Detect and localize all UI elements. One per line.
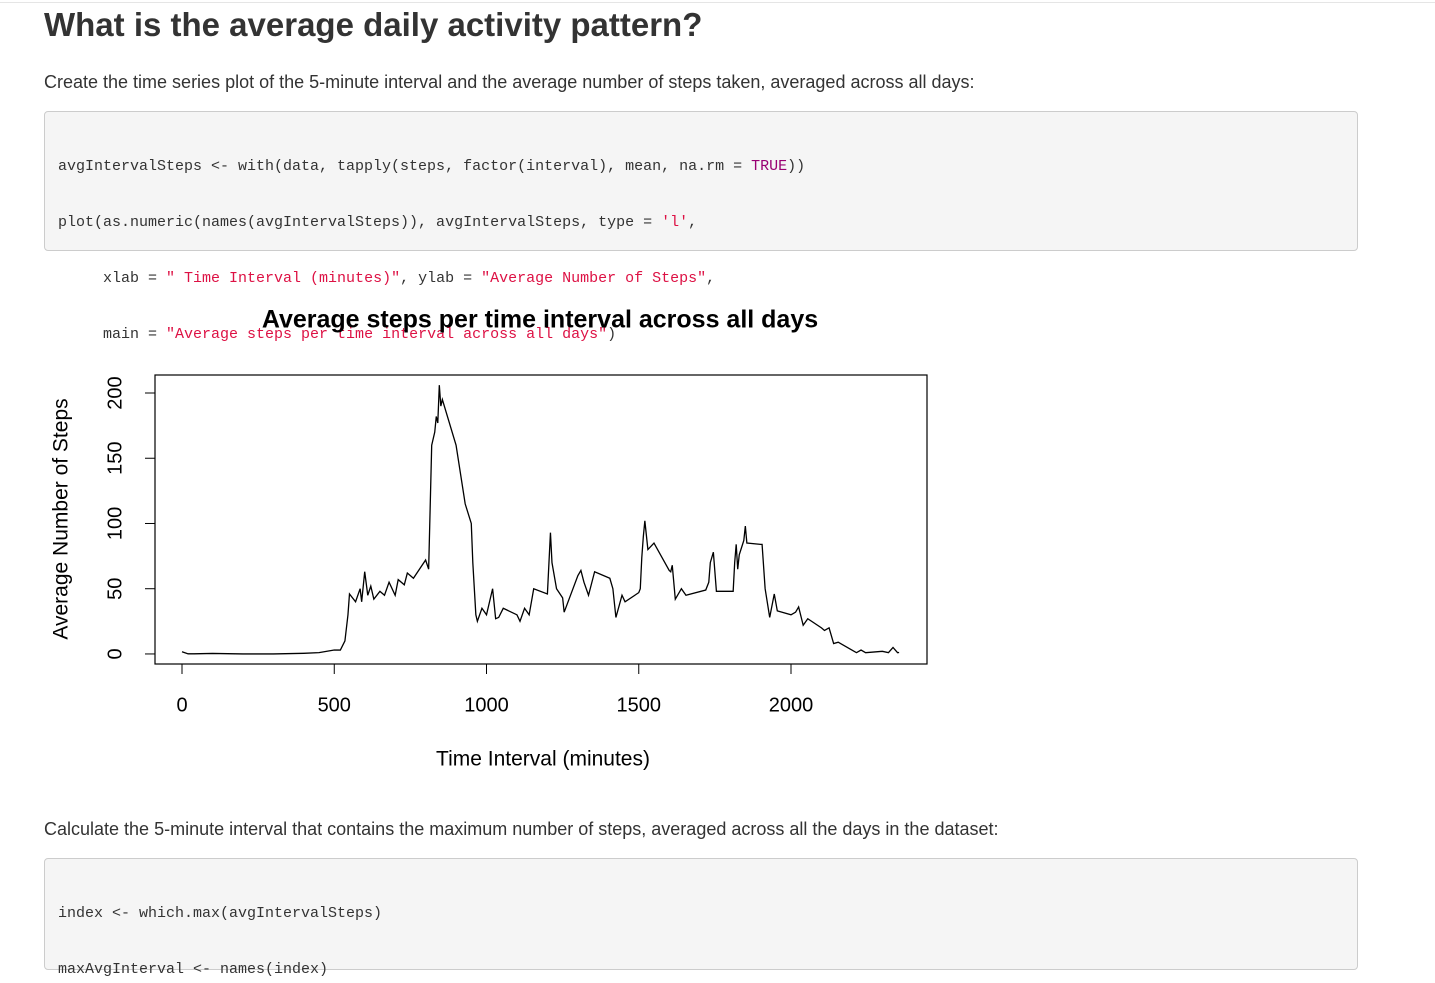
code-line: maxAvgInterval <- names(index) <box>58 961 329 978</box>
code-token: ) <box>607 326 617 343</box>
series-line <box>181 385 900 655</box>
code-token: , <box>706 270 716 287</box>
code-token: "Average Number of Steps" <box>481 270 707 287</box>
chart: Average steps per time interval across a… <box>50 306 928 771</box>
y-tick-label: 0 <box>104 648 126 659</box>
code-token: , <box>688 214 698 231</box>
y-tick-label: 50 <box>104 578 126 600</box>
code-line: main = "Average steps per time interval … <box>58 321 1344 349</box>
code-token: TRUE <box>751 158 788 175</box>
code-line: xlab = " Time Interval (minutes)", ylab … <box>58 265 1344 293</box>
divider <box>0 2 1435 3</box>
code-line: avgIntervalSteps <- with(data, tapply(st… <box>58 153 1344 181</box>
code-token: avgIntervalSteps <- with(data, tapply(st… <box>58 158 752 175</box>
chart-title: Average steps per time interval across a… <box>262 306 818 334</box>
code-token: )) <box>787 158 806 175</box>
x-tick-label: 0 <box>176 694 187 716</box>
y-tick-label: 100 <box>104 507 126 540</box>
x-tick-label: 2000 <box>769 694 814 716</box>
code-line: index <- which.max(avgIntervalSteps) <box>58 905 383 922</box>
code-line: plot(as.numeric(names(avgIntervalSteps))… <box>58 209 1344 237</box>
y-tick-label: 150 <box>104 442 126 475</box>
x-tick-label: 500 <box>318 694 351 716</box>
x-axis-label: Time Interval (minutes) <box>436 748 650 771</box>
code-token: main = <box>58 326 167 343</box>
x-tick-label: 1000 <box>464 694 509 716</box>
code-token: xlab = <box>58 270 167 287</box>
code-block: avgIntervalSteps <- with(data, tapply(st… <box>44 111 1358 343</box>
code-token: "Average steps per time interval across … <box>166 326 608 343</box>
x-tick-label: 1500 <box>617 694 662 716</box>
paragraph: Create the time series plot of the 5-min… <box>44 72 975 92</box>
heading: What is the average daily activity patte… <box>44 6 703 43</box>
code-token: , ylab = <box>400 270 482 287</box>
code-token: plot(as.numeric(names(avgIntervalSteps))… <box>58 214 662 231</box>
y-tick-label: 200 <box>104 376 126 409</box>
y-axis-label: Average Number of Steps <box>50 398 73 639</box>
code-token: " Time Interval (minutes)" <box>166 270 401 287</box>
code-token: 'l' <box>661 214 689 231</box>
code-block: index <- which.max(avgIntervalSteps) max… <box>44 858 1358 978</box>
paragraph: Calculate the 5-minute interval that con… <box>44 819 999 839</box>
